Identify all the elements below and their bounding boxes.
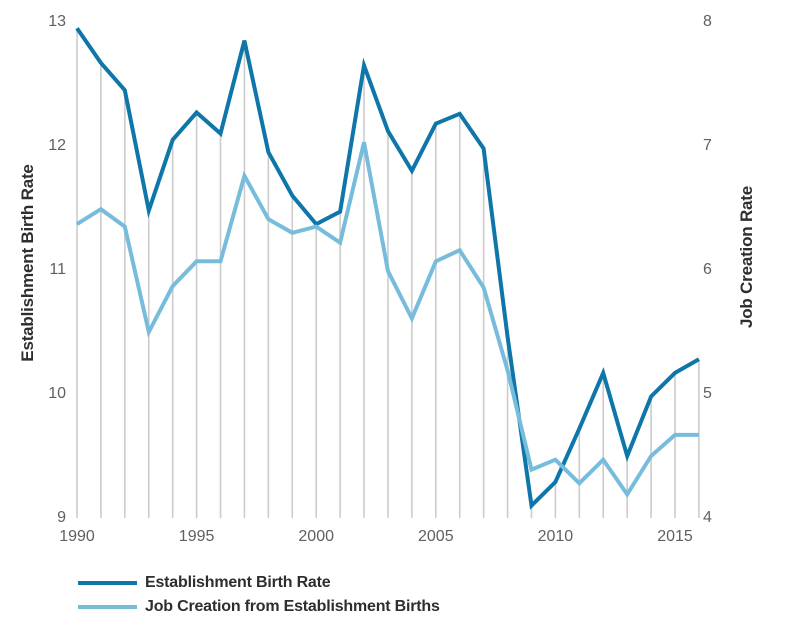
legend-item-job-creation: Job Creation from Establishment Births (78, 595, 440, 618)
legend-label-establishment-birth-rate: Establishment Birth Rate (145, 574, 331, 591)
x-axis-tick-1995: 1995 (178, 528, 215, 545)
legend-swatch-dark-line (78, 581, 137, 585)
right-axis-tick-8: 8 (703, 13, 712, 30)
line-chart-plot (75, 27, 700, 518)
legend-swatch-light-line (78, 605, 137, 609)
x-axis-tick-2010: 2010 (537, 528, 574, 545)
x-axis-tick-1990: 1990 (59, 528, 95, 545)
left-axis-tick-13: 13 (48, 13, 66, 30)
legend-label-job-creation: Job Creation from Establishment Births (145, 598, 440, 615)
right-axis-tick-6: 6 (703, 261, 712, 278)
left-axis-tick-9: 9 (57, 509, 66, 526)
left-axis-tick-11: 11 (49, 261, 66, 278)
left-axis-tick-10: 10 (48, 385, 66, 402)
series-line-establishment-birth-rate (75, 27, 700, 510)
x-axis-tick-2005: 2005 (418, 528, 454, 545)
right-axis-tick-7: 7 (703, 137, 712, 154)
right-axis-tick-4: 4 (703, 509, 712, 526)
right-axis-tick-5: 5 (703, 385, 712, 402)
left-axis-tick-12: 12 (48, 137, 66, 154)
x-axis-tick-2000: 2000 (298, 528, 334, 545)
legend: Establishment Birth Rate Job Creation fr… (78, 571, 440, 618)
legend-item-establishment-birth-rate: Establishment Birth Rate (78, 571, 440, 595)
x-axis-tick-2015: 2015 (657, 528, 693, 545)
series-line-job-creation (75, 141, 699, 499)
